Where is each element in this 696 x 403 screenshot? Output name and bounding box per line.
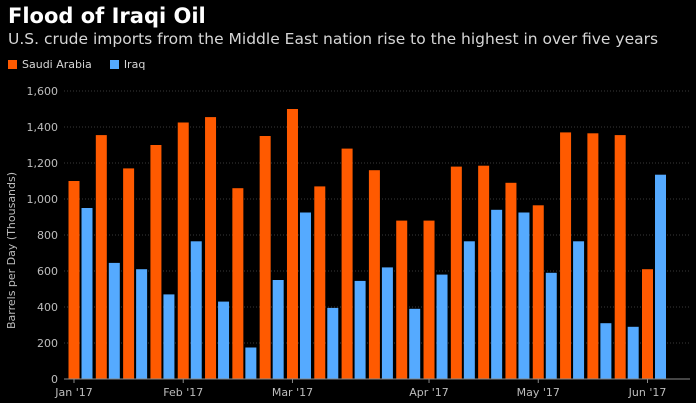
y-tick-label: 1,600: [27, 85, 59, 98]
y-tick-label: 1,000: [27, 193, 59, 206]
bar-saudi-arabia: [587, 133, 599, 379]
bar-saudi-arabia: [68, 181, 80, 379]
legend: Saudi Arabia Iraq: [8, 58, 163, 71]
bar-iraq: [327, 307, 339, 379]
bar-saudi-arabia: [642, 269, 653, 379]
bar-iraq: [545, 272, 557, 379]
bar-saudi-arabia: [560, 132, 572, 379]
bar-saudi-arabia: [450, 166, 462, 379]
legend-label-iraq: Iraq: [123, 58, 146, 71]
bar-iraq: [163, 294, 175, 379]
bar-iraq: [655, 174, 666, 379]
bar-saudi-arabia: [232, 188, 244, 379]
bar-saudi-arabia: [286, 109, 298, 379]
y-tick-label: 400: [37, 301, 58, 314]
bar-iraq: [436, 274, 448, 379]
bar-iraq: [491, 209, 503, 379]
bar-saudi-arabia: [123, 168, 135, 379]
bar-iraq: [245, 347, 257, 379]
bar-iraq: [81, 208, 93, 379]
x-tick-label: Jan '17: [54, 386, 92, 399]
bars: [68, 109, 666, 379]
bar-saudi-arabia: [314, 186, 326, 379]
bar-saudi-arabia: [368, 170, 380, 379]
y-tick-label: 200: [37, 337, 58, 350]
legend-label-saudi-arabia: Saudi Arabia: [22, 58, 92, 71]
bar-iraq: [518, 212, 530, 379]
x-tick-label: Feb '17: [163, 386, 203, 399]
y-tick-label: 800: [37, 229, 58, 242]
legend-item-iraq: Iraq: [109, 58, 146, 71]
x-tick-label: Mar '17: [272, 386, 313, 399]
bar-iraq: [409, 308, 421, 379]
bar-saudi-arabia: [177, 122, 189, 379]
chart-subtitle: U.S. crude imports from the Middle East …: [8, 30, 659, 48]
x-tick-label: May '17: [517, 386, 560, 399]
legend-swatch-iraq: [109, 60, 119, 69]
bar-saudi-arabia: [478, 165, 490, 379]
bar-iraq: [190, 241, 202, 379]
y-tick-label: 1,400: [27, 121, 59, 134]
bar-iraq: [463, 241, 475, 379]
bar-saudi-arabia: [205, 117, 217, 379]
chart-title: Flood of Iraqi Oil: [8, 4, 206, 28]
axes: 0 200 400 600 800 1,000 1,200 1,400 1,600 Jan '17…: [27, 85, 690, 399]
bar-iraq: [354, 280, 366, 379]
legend-swatch-saudi-arabia: [8, 60, 17, 69]
bar-saudi-arabia: [532, 205, 544, 379]
y-tick-label: 600: [37, 265, 58, 278]
x-tick-label: Jun '17: [628, 386, 667, 399]
bar-iraq: [272, 280, 284, 379]
legend-item-saudi-arabia: Saudi Arabia: [8, 58, 92, 71]
bar-saudi-arabia: [150, 145, 162, 379]
bar-iraq: [136, 269, 148, 379]
bar-iraq: [600, 323, 612, 379]
bar-iraq: [299, 212, 311, 379]
bar-saudi-arabia: [341, 148, 353, 379]
bar-saudi-arabia: [259, 136, 271, 379]
bar-saudi-arabia: [423, 220, 435, 379]
bar-iraq: [627, 326, 639, 379]
y-axis-title: Barrels per Day (Thousands): [5, 172, 18, 329]
bar-iraq: [573, 241, 585, 379]
bar-saudi-arabia: [396, 220, 408, 379]
bar-saudi-arabia: [614, 135, 626, 379]
bar-iraq: [218, 301, 230, 379]
y-tick-label: 0: [51, 373, 58, 386]
bar-iraq: [381, 267, 393, 379]
bar-iraq: [108, 262, 120, 379]
y-tick-label: 1,200: [27, 157, 59, 170]
bar-saudi-arabia: [505, 182, 517, 379]
x-tick-label: Apr '17: [409, 386, 449, 399]
bar-saudi-arabia: [95, 135, 107, 379]
